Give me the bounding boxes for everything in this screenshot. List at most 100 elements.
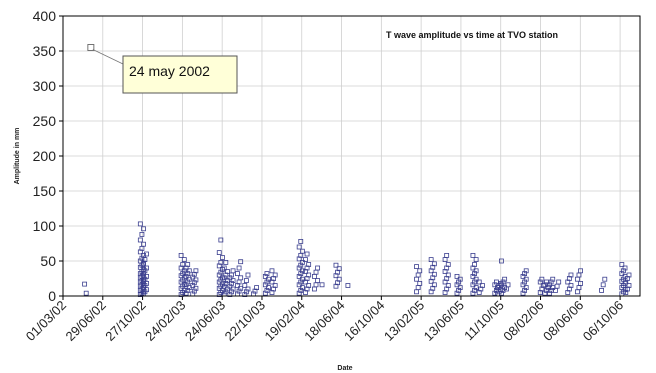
- data-point: [299, 248, 305, 254]
- y-tick-label: 100: [33, 218, 57, 234]
- data-point: [541, 283, 546, 288]
- data-point: [578, 268, 583, 274]
- data-point: [336, 276, 342, 282]
- data-point: [333, 262, 339, 268]
- data-point: [230, 268, 236, 274]
- data-point: [299, 259, 305, 265]
- data-point: [266, 276, 271, 282]
- data-point: [242, 283, 248, 288]
- data-point: [235, 271, 240, 277]
- data-point: [178, 252, 184, 258]
- data-point: [619, 262, 625, 267]
- data-point: [523, 276, 529, 282]
- data-point: [454, 273, 460, 279]
- data-point: [539, 286, 545, 292]
- data-point: [185, 262, 191, 267]
- y-tick-label: 350: [33, 43, 57, 59]
- data-point: [476, 290, 482, 295]
- data-point: [622, 265, 628, 271]
- y-tick-label: 50: [40, 253, 56, 269]
- y-tick-label: 0: [48, 288, 56, 304]
- data-point: [296, 244, 302, 250]
- highlight-point: [87, 44, 95, 51]
- data-point: [599, 287, 604, 293]
- data-point: [473, 276, 479, 282]
- data-point: [254, 285, 260, 291]
- callout-label: 24 may 2002: [129, 63, 210, 79]
- data-point: [621, 268, 626, 274]
- data-point: [191, 280, 197, 286]
- data-point: [428, 257, 434, 263]
- data-points: [82, 44, 632, 298]
- data-point: [303, 257, 308, 263]
- data-point: [306, 272, 312, 278]
- data-point: [141, 226, 146, 232]
- data-point: [236, 288, 242, 294]
- data-point: [545, 285, 551, 291]
- y-tick-label: 400: [33, 8, 57, 24]
- highlight-callout: 24 may 2002: [92, 49, 238, 94]
- data-point: [221, 265, 227, 271]
- data-point: [602, 276, 608, 282]
- data-point: [144, 265, 149, 271]
- data-point: [539, 276, 545, 282]
- data-point: [220, 255, 225, 260]
- data-point: [238, 275, 244, 281]
- data-point: [505, 282, 511, 288]
- data-point: [457, 276, 463, 282]
- data-point: [306, 262, 312, 267]
- data-point: [476, 279, 482, 285]
- data-point: [266, 285, 271, 291]
- data-point: [216, 250, 222, 256]
- data-point: [345, 283, 351, 288]
- data-point: [193, 285, 199, 291]
- data-point: [626, 283, 632, 288]
- data-point: [473, 268, 479, 274]
- data-point: [544, 287, 549, 293]
- data-point: [600, 282, 606, 288]
- plot-frame: [62, 15, 641, 297]
- data-point: [480, 283, 485, 288]
- data-point: [547, 290, 552, 296]
- data-point: [242, 292, 248, 298]
- data-point: [568, 272, 574, 278]
- data-point: [542, 290, 548, 296]
- data-point: [191, 288, 197, 294]
- data-point: [245, 272, 251, 278]
- y-axis-title: Amplitude in mm: [14, 128, 21, 185]
- data-point: [264, 279, 270, 285]
- data-point: [430, 275, 436, 281]
- data-point: [144, 273, 149, 279]
- data-point: [431, 261, 437, 267]
- data-point: [473, 257, 479, 263]
- data-point: [272, 283, 278, 288]
- data-point: [430, 285, 436, 291]
- data-point: [83, 290, 89, 296]
- data-point: [319, 282, 325, 288]
- data-point: [139, 231, 145, 237]
- data-point: [193, 268, 199, 274]
- callout-box: [122, 55, 238, 94]
- data-point: [229, 289, 234, 295]
- data-point: [502, 276, 508, 282]
- y-tick-label: 200: [33, 148, 57, 164]
- data-point: [243, 278, 249, 284]
- data-point: [306, 283, 312, 288]
- data-point: [470, 252, 476, 258]
- data-point: [457, 285, 463, 291]
- data-point: [624, 276, 630, 281]
- data-point: [144, 251, 149, 257]
- data-point: [229, 280, 234, 286]
- data-point: [142, 257, 148, 263]
- data-point: [140, 262, 146, 267]
- data-point: [417, 268, 423, 274]
- data-point: [315, 278, 321, 284]
- x-axis-title: Date: [337, 365, 352, 372]
- data-point: [191, 271, 197, 277]
- data-point: [315, 265, 321, 271]
- data-point: [269, 268, 275, 274]
- data-point: [445, 272, 451, 278]
- data-point: [180, 271, 186, 277]
